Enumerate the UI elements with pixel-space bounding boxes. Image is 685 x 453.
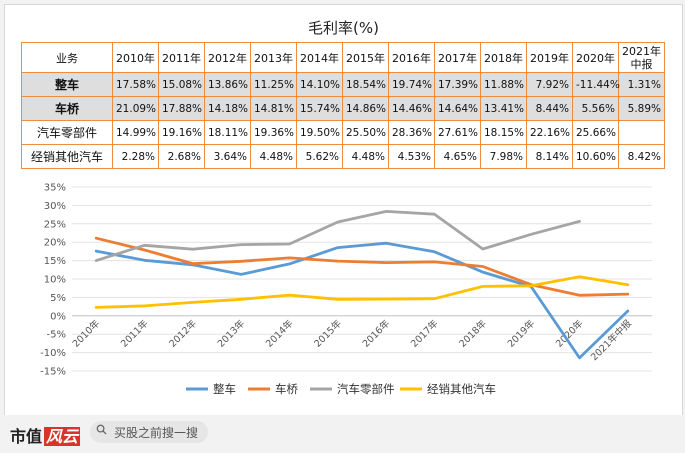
x-tick-label: 2017年 [408, 317, 441, 350]
table-cell: 4.48% [342, 144, 389, 169]
table-cell: 2.68% [158, 144, 205, 169]
table-cell: 25.66% [572, 120, 619, 145]
table-cell: 5.62% [296, 144, 343, 169]
y-tick-label: -15% [40, 367, 66, 378]
row-label: 汽车零部件 [21, 120, 113, 145]
y-tick-label: -10% [40, 348, 66, 359]
table-cell: 22.16% [526, 120, 573, 145]
row-label: 经销其他汽车 [21, 144, 113, 169]
header-line: 中报 [630, 57, 653, 71]
header-year: 2017年 [434, 42, 481, 73]
x-tick-label: 2011年 [118, 317, 151, 350]
table-cell: 4.53% [388, 144, 435, 169]
table-cell: 14.46% [388, 96, 435, 121]
table-cell [618, 120, 665, 145]
footer-bar: 市值 风云 买股之前搜一搜 [0, 415, 685, 453]
x-tick-label: 2019年 [505, 317, 538, 350]
table-cell: 4.48% [250, 144, 297, 169]
table-cell: 2.28% [112, 144, 159, 169]
table-cell: 14.18% [204, 96, 251, 121]
y-tick-label: 30% [44, 201, 66, 212]
y-tick-label: 0% [50, 311, 66, 322]
header-line: 2021年 [622, 44, 661, 58]
table-row: 经销其他汽车 2.28% 2.68% 3.64% 4.48% 5.62% 4.48% 4.53… [21, 144, 665, 169]
table-cell: 4.65% [434, 144, 481, 169]
table-cell: 21.09% [112, 96, 159, 121]
y-tick-label: -5% [47, 330, 66, 341]
table-cell: 5.89% [618, 96, 665, 121]
header-year: 2014年 [296, 42, 343, 73]
table-cell: 14.99% [112, 120, 159, 145]
table-row: 整车 17.58% 15.08% 13.86% 11.25% 14.10% 18.54% 19… [21, 72, 665, 97]
table-title: 毛利率(%) [308, 19, 379, 37]
table-cell: -11.44% [572, 72, 620, 97]
x-tick-label: 2021年中报 [588, 317, 634, 363]
gross-margin-table: 业务 2010年 2011年 2012年 2013年 2014年 2015年 2016年 201… [21, 42, 665, 169]
table-cell: 5.56% [572, 96, 619, 121]
legend-label: 汽车零部件 [337, 382, 395, 396]
table-cell: 17.58% [112, 72, 159, 97]
table-cell: 19.50% [296, 120, 343, 145]
table-row: 汽车零部件 14.99% 19.16% 18.11% 19.36% 19.50% 25.50… [21, 120, 665, 145]
table-row: 车桥 21.09% 17.88% 14.18% 14.81% 15.74% 14.86% 14… [21, 96, 665, 121]
table-cell: 7.98% [480, 144, 527, 169]
brand-logo: 市值 风云 [10, 427, 81, 446]
series-line-4 [94, 275, 630, 309]
table-header-row: 业务 2010年 2011年 2012年 2013年 2014年 2015年 2016年 201… [21, 42, 665, 73]
x-tick-label: 2014年 [263, 317, 296, 350]
series-line-3 [94, 210, 581, 262]
table-cell: 18.15% [480, 120, 527, 145]
y-tick-label: 15% [44, 256, 66, 267]
table-cell: 14.64% [434, 96, 481, 121]
y-tick-label: 25% [44, 219, 66, 230]
legend-label: 车桥 [275, 382, 298, 396]
y-tick-label: 35% [44, 183, 66, 194]
series-line-2 [94, 236, 630, 297]
x-tick-label: 2013年 [215, 317, 248, 350]
header-year: 2011年 [158, 42, 205, 73]
table-cell: 14.10% [296, 72, 343, 97]
table-cell: 13.86% [204, 72, 251, 97]
header-year: 2016年 [388, 42, 435, 73]
series-line-1 [94, 241, 630, 360]
row-label: 整车 [21, 72, 113, 97]
table-cell: 11.25% [250, 72, 297, 97]
search-icon [96, 424, 107, 435]
header-year: 2015年 [342, 42, 389, 73]
header-year: 2021年 中报 [618, 42, 665, 73]
table-cell: 19.36% [250, 120, 297, 145]
header-business: 业务 [21, 42, 113, 73]
table-cell: 15.08% [158, 72, 205, 97]
header-year: 2018年 [480, 42, 527, 73]
table-cell: 8.42% [618, 144, 665, 169]
table-cell: 18.11% [204, 120, 251, 145]
x-tick-label: 2012年 [167, 317, 200, 350]
row-label: 车桥 [21, 96, 113, 121]
y-tick-label: 5% [50, 293, 66, 304]
table-cell: 11.88% [480, 72, 527, 97]
x-tick-label: 2018年 [457, 317, 490, 350]
search-placeholder: 买股之前搜一搜 [114, 426, 199, 440]
table-cell: 28.36% [388, 120, 435, 145]
y-tick-label: 20% [44, 238, 66, 249]
legend-label: 经销其他汽车 [427, 382, 496, 396]
gross-margin-line-chart: -15% -10% -5% 0% 5% 10% 15% 20% 25% 30% 35% 2010年 20… [40, 183, 652, 396]
x-tick-label: 2015年 [312, 317, 345, 350]
table-cell: 8.14% [526, 144, 573, 169]
x-tick-label: 2010年 [70, 317, 103, 350]
search-box[interactable]: 买股之前搜一搜 [90, 421, 208, 443]
header-year: 2019年 [526, 42, 573, 73]
legend-label: 整车 [213, 382, 236, 396]
table-cell: 7.92% [526, 72, 573, 97]
table-cell: 3.64% [204, 144, 251, 169]
x-tick-label: 2016年 [360, 317, 393, 350]
chart-card: 毛利率(%) 业务 2010年 2011年 2012年 2013年 2014年 2015年 2… [4, 4, 683, 417]
y-tick-label: 10% [44, 275, 66, 286]
